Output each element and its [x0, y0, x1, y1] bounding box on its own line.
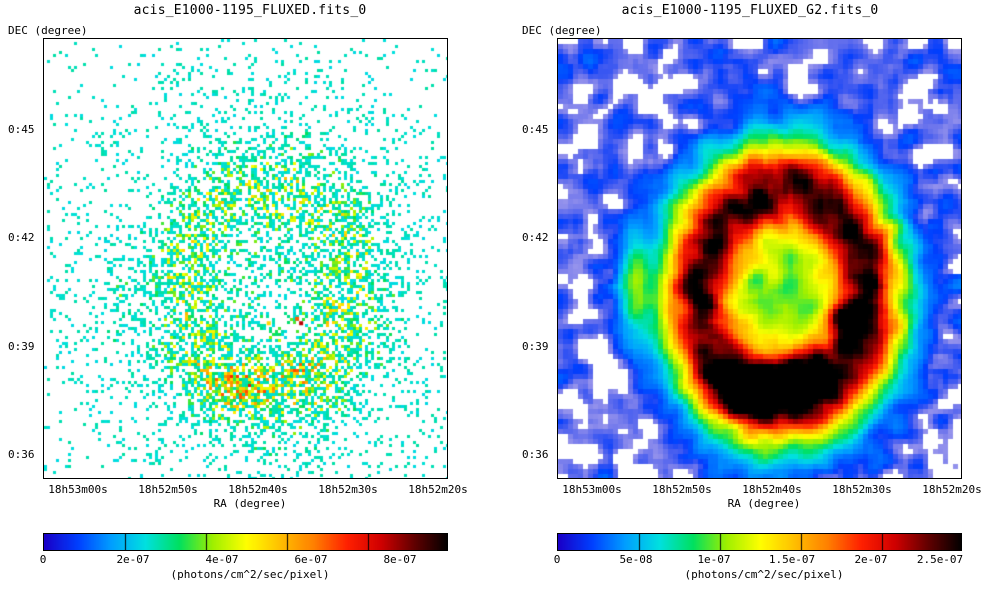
- image-title: acis_E1000-1195_FLUXED_G2.fits_0: [621, 3, 879, 18]
- colorbar-tick-label: 1.5e-07: [768, 553, 816, 566]
- x-axis-label: RA (degree): [213, 497, 287, 510]
- x-tick-label: 18h53m00s: [562, 483, 622, 496]
- left-image-panel: acis_E1000-1195_FLUXED.fits_0 DEC (degre…: [8, 3, 468, 581]
- colorbar-unit-label: (photons/cm^2/sec/pixel): [170, 568, 330, 581]
- y-tick-label: 0:42: [522, 231, 549, 244]
- sparse-flux-image: [44, 39, 447, 478]
- colorbar-tick-label: 2e-07: [116, 553, 150, 566]
- colorbar-tick-label: 5e-08: [619, 553, 653, 566]
- x-tick-label: 18h53m00s: [48, 483, 108, 496]
- y-tick-label: 0:36: [522, 448, 549, 461]
- x-axis-label: RA (degree): [727, 497, 801, 510]
- colorbar-tick-label: 2e-07: [854, 553, 888, 566]
- image-title: acis_E1000-1195_FLUXED.fits_0: [133, 3, 367, 18]
- y-tick-label: 0:45: [522, 123, 549, 136]
- x-tick-label: 18h52m50s: [138, 483, 198, 496]
- x-tick-label: 18h52m40s: [228, 483, 288, 496]
- colorbar-tick-label: 4e-07: [205, 553, 239, 566]
- x-tick-label: 18h52m20s: [922, 483, 982, 496]
- colorbar: [557, 533, 962, 551]
- image-frame[interactable]: [557, 38, 962, 479]
- x-tick-label: 18h52m50s: [652, 483, 712, 496]
- y-tick-label: 0:36: [8, 448, 35, 461]
- colorbar-tick-label: 6e-07: [294, 553, 328, 566]
- x-tick-label: 18h52m40s: [742, 483, 802, 496]
- smoothed-flux-image: [558, 39, 961, 478]
- y-tick-label: 0:42: [8, 231, 35, 244]
- colorbar-gradient: [44, 534, 447, 550]
- y-axis-label: DEC (degree): [522, 24, 602, 37]
- colorbar-gradient: [558, 534, 961, 550]
- colorbar-tick-label: 8e-07: [383, 553, 417, 566]
- colorbar-tick-label: 0: [553, 553, 561, 566]
- x-tick-label: 18h52m20s: [408, 483, 468, 496]
- colorbar-tick-label: 2.5e-07: [916, 553, 964, 566]
- colorbar-unit-label: (photons/cm^2/sec/pixel): [684, 568, 844, 581]
- x-tick-label: 18h52m30s: [318, 483, 378, 496]
- colorbar-tick-label: 1e-07: [697, 553, 731, 566]
- colorbar: [43, 533, 448, 551]
- y-tick-label: 0:45: [8, 123, 35, 136]
- x-tick-label: 18h52m30s: [832, 483, 892, 496]
- y-tick-label: 0:39: [522, 340, 549, 353]
- image-frame[interactable]: [43, 38, 448, 479]
- colorbar-tick-label: 0: [39, 553, 47, 566]
- y-axis-label: DEC (degree): [8, 24, 88, 37]
- right-image-panel: acis_E1000-1195_FLUXED_G2.fits_0 DEC (de…: [500, 0, 1000, 607]
- y-tick-label: 0:39: [8, 340, 35, 353]
